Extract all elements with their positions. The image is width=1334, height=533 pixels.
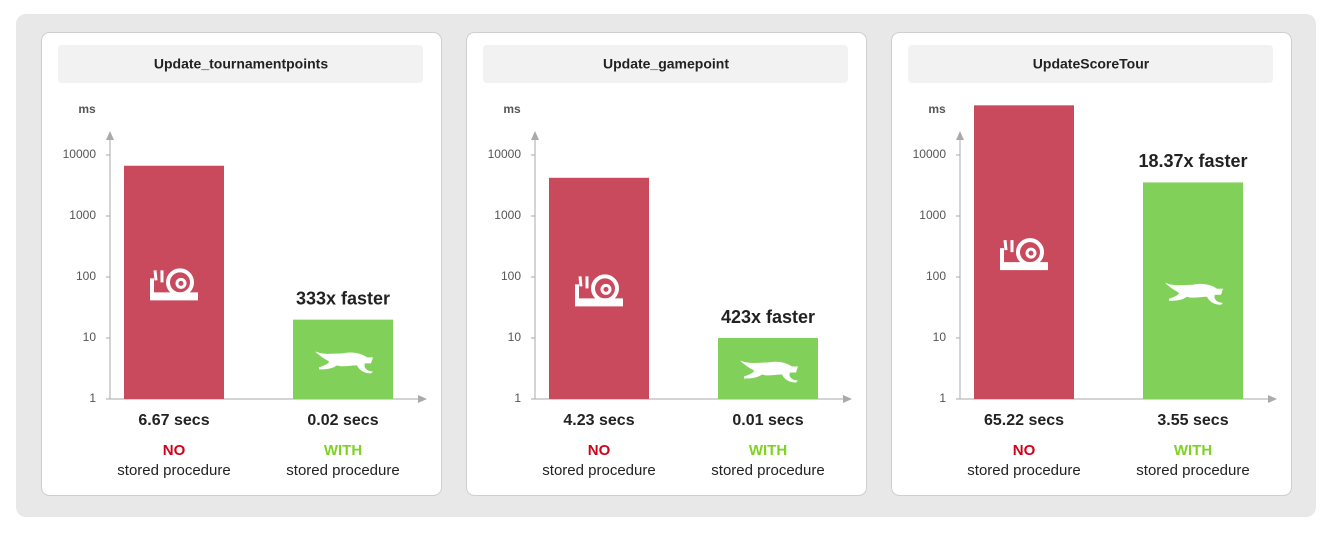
category-label: WITH: [324, 442, 362, 459]
chart-title: Update_tournamentpoints: [154, 56, 328, 72]
snail-shell-inner: [175, 277, 187, 289]
cheetah-icon: [315, 351, 373, 374]
cheetah-shape: [740, 360, 798, 383]
y-tick-label: 1000: [494, 208, 521, 222]
y-tick-label: 1000: [919, 208, 946, 222]
value-label: 0.01 secs: [732, 412, 803, 429]
category-label: WITH: [1174, 442, 1212, 459]
y-axis-label: ms: [503, 102, 521, 116]
y-tick-label: 1: [939, 391, 946, 405]
chart-panel: UpdateScoreTour ms 1 10 100 1000 10000 65.22 se…: [891, 32, 1292, 496]
panel-card: [41, 32, 442, 496]
bar: [124, 165, 224, 399]
y-tick-label: 10: [508, 330, 522, 344]
y-axis-arrow: [956, 131, 964, 140]
cheetah-shape: [1165, 282, 1223, 305]
x-axis-arrow: [418, 395, 427, 403]
y-axis-arrow: [106, 131, 114, 140]
snail-shell: [1016, 238, 1044, 267]
y-tick-label: 100: [501, 269, 521, 283]
category-sublabel: stored procedure: [1136, 462, 1249, 479]
y-tick-label: 10: [83, 330, 97, 344]
category-sublabel: stored procedure: [117, 462, 230, 479]
value-label: 0.02 secs: [307, 412, 378, 429]
snail-icon: [1000, 238, 1048, 271]
category-label: WITH: [749, 442, 787, 459]
category-sublabel: stored procedure: [711, 462, 824, 479]
y-tick-label: 10: [933, 330, 947, 344]
cheetah-shape: [315, 351, 373, 374]
value-label: 6.67 secs: [138, 412, 209, 429]
panel-card: [466, 32, 867, 496]
snail-antenna: [1003, 240, 1014, 253]
category-sublabel: stored procedure: [967, 462, 1080, 479]
cheetah-icon: [1165, 282, 1223, 305]
y-tick-label: 100: [76, 269, 96, 283]
snail-shell: [591, 274, 619, 303]
snail-antenna: [153, 270, 164, 283]
cheetah-icon: [740, 360, 798, 383]
chart-title: Update_gamepoint: [603, 56, 729, 72]
category-label: NO: [163, 442, 186, 459]
annotation: 18.37x faster: [1138, 151, 1247, 171]
annotation: 423x faster: [721, 307, 815, 327]
snail-shell-inner: [600, 283, 612, 295]
y-tick-label: 1: [89, 391, 96, 405]
y-axis-label: ms: [78, 102, 96, 116]
y-tick-label: 10000: [488, 147, 522, 161]
y-tick-label: 10000: [63, 147, 97, 161]
y-tick-label: 1000: [69, 208, 96, 222]
category-sublabel: stored procedure: [286, 462, 399, 479]
x-axis-arrow: [1268, 395, 1277, 403]
snail-antenna: [578, 276, 589, 289]
x-axis-arrow: [843, 395, 852, 403]
y-axis-arrow: [531, 131, 539, 140]
snail-shell-inner: [1025, 247, 1037, 259]
y-tick-label: 1: [514, 391, 521, 405]
y-tick-label: 10000: [913, 147, 947, 161]
value-label: 65.22 secs: [984, 412, 1064, 429]
value-label: 3.55 secs: [1157, 412, 1228, 429]
title-bar: [483, 45, 848, 83]
category-label: NO: [1013, 442, 1036, 459]
annotation: 333x faster: [296, 288, 390, 308]
snail-icon: [575, 274, 623, 307]
y-tick-label: 100: [926, 269, 946, 283]
title-bar: [58, 45, 423, 83]
category-sublabel: stored procedure: [542, 462, 655, 479]
title-bar: [908, 45, 1273, 83]
category-label: NO: [588, 442, 611, 459]
bar: [974, 105, 1074, 400]
snail-shell: [166, 268, 194, 297]
y-axis-label: ms: [928, 102, 946, 116]
value-label: 4.23 secs: [563, 412, 634, 429]
bar: [549, 177, 649, 399]
snail-icon: [150, 268, 198, 301]
chart-title: UpdateScoreTour: [1033, 56, 1150, 72]
